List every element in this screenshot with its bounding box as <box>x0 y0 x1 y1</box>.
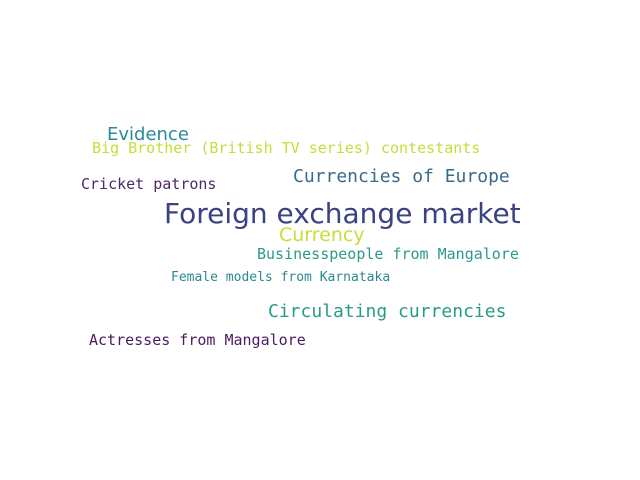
word-actresses-from-mangalore: Actresses from Mangalore <box>89 331 306 349</box>
word-evidence: Evidence <box>107 124 189 145</box>
word-foreign-exchange-market: Foreign exchange market <box>164 197 521 230</box>
word-big-brother-contestants: Big Brother (British TV series) contesta… <box>92 139 481 157</box>
word-businesspeople-from-mangalore: Businesspeople from Mangalore <box>257 245 519 263</box>
word-circulating-currencies: Circulating currencies <box>268 301 507 322</box>
word-female-models-from-karnataka: Female models from Karnataka <box>171 270 391 285</box>
word-currency: Currency <box>279 224 365 246</box>
word-cricket-patrons: Cricket patrons <box>81 175 217 193</box>
word-currencies-of-europe: Currencies of Europe <box>293 166 510 187</box>
